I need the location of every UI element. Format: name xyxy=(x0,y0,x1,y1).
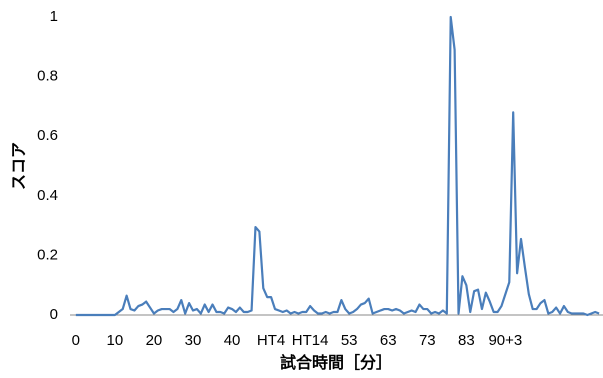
x-tick-label: 63 xyxy=(380,332,397,349)
x-tick-label: HT4 xyxy=(257,332,285,349)
x-tick-label: 53 xyxy=(341,332,358,349)
y-tick-label: 0.8 xyxy=(37,68,58,85)
y-tick-label: 0.4 xyxy=(37,187,58,204)
x-tick-label: 83 xyxy=(458,332,475,349)
x-tick-label: HT14 xyxy=(292,332,329,349)
y-tick-label: 0 xyxy=(50,306,58,323)
x-tick-label: 30 xyxy=(185,332,202,349)
x-tick-label: 73 xyxy=(419,332,436,349)
x-tick-label: 0 xyxy=(72,332,80,349)
x-axis-title: 試合時間［分］ xyxy=(280,353,392,372)
y-tick-label: 1 xyxy=(50,8,58,25)
x-tick-label: 90+3 xyxy=(488,332,522,349)
x-tick-label: 40 xyxy=(224,332,241,349)
y-tick-label: 0.2 xyxy=(37,246,58,263)
data-line xyxy=(75,15,600,317)
y-tick-label: 0.6 xyxy=(37,127,58,144)
x-tick-label: 10 xyxy=(107,332,124,349)
x-tick-label: 20 xyxy=(146,332,163,349)
y-axis-title: スコア xyxy=(11,142,28,190)
